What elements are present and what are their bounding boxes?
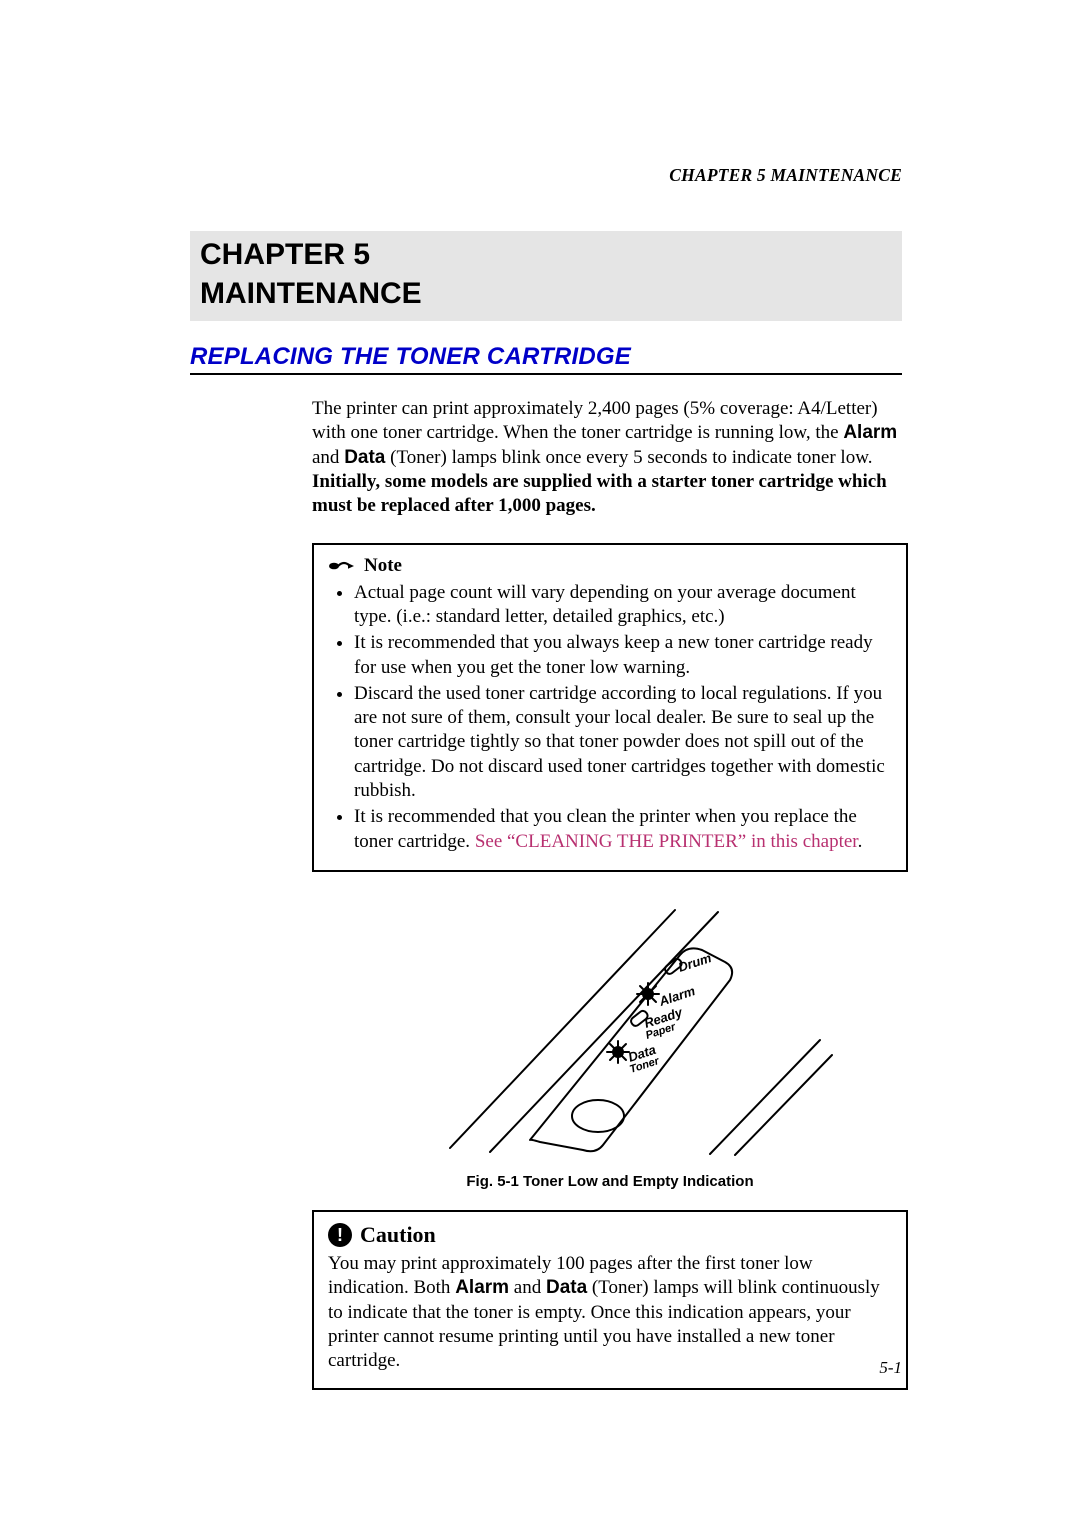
caution-heading: ! Caution [328,1222,892,1248]
body-column: The printer can print approximately 2,40… [312,397,908,1390]
intro-bold-tail: Initially, some models are supplied with… [312,471,887,516]
running-head: CHAPTER 5 MAINTENANCE [669,165,902,186]
page: CHAPTER 5 MAINTENANCE CHAPTER 5 MAINTENA… [0,0,1080,1528]
cross-reference-link[interactable]: See “CLEANING THE PRINTER” in this chapt… [475,831,858,852]
caution-text-2: and [514,1277,546,1298]
note-icon [328,559,356,573]
figure: Drum Alarm Ready Paper Data Toner Fig. 5… [312,890,908,1190]
caution-text: You may print approximately 100 pages af… [328,1252,892,1374]
figure-svg: Drum Alarm Ready Paper Data Toner [380,890,840,1160]
chapter-number: CHAPTER 5 [200,238,370,271]
section-title: REPLACING THE TONER CARTRIDGE [190,343,902,371]
note-item-tail: . [858,831,863,852]
intro-paragraph: The printer can print approximately 2,40… [312,397,908,519]
note-item-text: Discard the used toner cartridge accordi… [354,683,885,801]
intro-text-2: and [312,447,344,468]
page-number: 5-1 [879,1358,902,1378]
note-item: Actual page count will vary depending on… [354,581,892,630]
data-label: Data [344,447,385,468]
section-rule [190,373,902,375]
caution-icon: ! [328,1223,352,1247]
alarm-label: Alarm [455,1277,509,1298]
note-list: Actual page count will vary depending on… [328,581,892,854]
intro-text-3: (Toner) lamps blink once every 5 seconds… [390,447,872,468]
note-item: It is recommended that you clean the pri… [354,805,892,854]
note-item: It is recommended that you always keep a… [354,631,892,680]
note-item: Discard the used toner cartridge accordi… [354,682,892,804]
note-heading: Note [328,555,892,577]
note-item-text: Actual page count will vary depending on… [354,582,856,627]
caution-label: Caution [360,1222,436,1248]
note-box: Note Actual page count will vary dependi… [312,543,908,872]
intro-text-1: The printer can print approximately 2,40… [312,398,878,443]
figure-caption: Fig. 5-1 Toner Low and Empty Indication [312,1173,908,1190]
caution-box: ! Caution You may print approximately 10… [312,1210,908,1390]
alarm-label: Alarm [843,422,897,443]
note-label: Note [364,555,402,577]
data-label: Data [546,1277,587,1298]
chapter-title-band: CHAPTER 5 MAINTENANCE [190,231,902,321]
chapter-name: MAINTENANCE [200,277,422,310]
note-item-text: It is recommended that you always keep a… [354,632,873,677]
